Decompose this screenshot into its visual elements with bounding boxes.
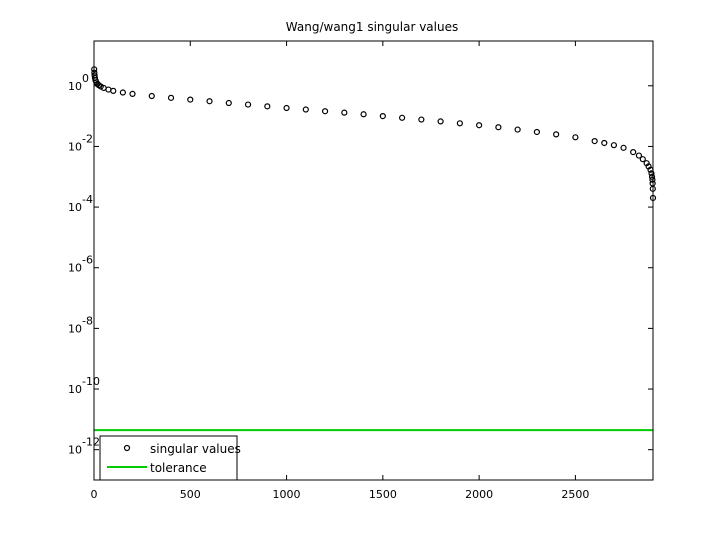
y-tick-exponent: -6 (82, 254, 93, 267)
singular-value-point (591, 137, 598, 145)
singular-value-point (620, 144, 627, 151)
y-tick-base: 10 (68, 140, 82, 153)
y-tick-label: -210 (68, 132, 93, 153)
x-tick-label: 1500 (369, 488, 397, 501)
y-tick-exponent: -2 (82, 132, 93, 145)
y-tick-base: 10 (68, 80, 82, 93)
singular-value-point (110, 87, 117, 94)
singular-value-point (398, 114, 406, 121)
y-tick-label: -410 (68, 193, 93, 214)
y-tick-exponent: -12 (82, 436, 100, 449)
x-tick-label: 500 (180, 488, 201, 501)
singular-value-point (283, 104, 290, 112)
singular-value-point (119, 89, 126, 96)
singular-value-point (639, 156, 646, 163)
y-tick-base: 10 (68, 322, 82, 335)
singular-value-point (572, 134, 579, 141)
x-tick-label: 2000 (465, 488, 493, 501)
singular-value-point (302, 106, 309, 113)
y-tick-label: -810 (68, 314, 93, 335)
legend: singular values tolerance (99, 435, 241, 481)
legend-label-tolerance: tolerance (150, 461, 207, 475)
singular-value-point (610, 142, 618, 149)
chart-title: Wang/wang1 singular values (286, 20, 458, 34)
y-tick-base: 10 (68, 444, 82, 457)
singular-value-point (630, 149, 637, 156)
x-axis: 0 500 1000 1500 2000 2500 (91, 41, 589, 501)
y-tick-base: 10 (68, 383, 82, 396)
singular-value-point (648, 173, 656, 180)
singular-value-point (635, 152, 643, 159)
singular-value-point (187, 96, 194, 103)
singular-value-point (341, 109, 348, 116)
singular-value-point (360, 111, 367, 118)
y-tick-base: 10 (68, 201, 82, 214)
x-tick-label: 2500 (561, 488, 589, 501)
singular-value-point (456, 120, 463, 127)
legend-box (99, 435, 238, 481)
y-tick-exponent: -4 (82, 193, 93, 206)
singular-value-point (648, 170, 655, 177)
singular-value-point (167, 94, 175, 101)
singular-value-point (379, 113, 386, 120)
y-tick-label: 010 (68, 72, 89, 93)
singular-value-point (244, 101, 252, 108)
singular-value-point (476, 122, 483, 129)
singular-value-point (649, 176, 656, 183)
x-tick-label: 0 (91, 488, 98, 501)
singular-value-point (148, 92, 155, 100)
singular-value-point (601, 139, 608, 147)
y-tick-label: -610 (68, 254, 93, 275)
singular-value-point (553, 131, 560, 138)
legend-label-singular-values: singular values (150, 442, 241, 456)
y-tick-exponent: 0 (82, 72, 89, 85)
singular-value-point (129, 90, 136, 98)
singular-value-point (533, 128, 540, 136)
singular-value-point (514, 126, 521, 133)
y-tick-base: 10 (68, 262, 82, 275)
y-tick-exponent: -8 (82, 314, 93, 327)
plot-frame (93, 40, 654, 481)
x-tick-label: 1000 (273, 488, 301, 501)
series-layer (91, 66, 657, 432)
singular-value-point (264, 103, 271, 110)
singular-value-point (206, 98, 213, 105)
legend-marker-singular-values (123, 444, 131, 452)
singular-value-point (437, 118, 444, 125)
singular-value-point (418, 116, 425, 123)
singular-value-point (225, 99, 232, 107)
singular-value-point (495, 124, 502, 131)
y-tick-exponent: -10 (82, 375, 100, 388)
singular-value-point (321, 108, 329, 115)
